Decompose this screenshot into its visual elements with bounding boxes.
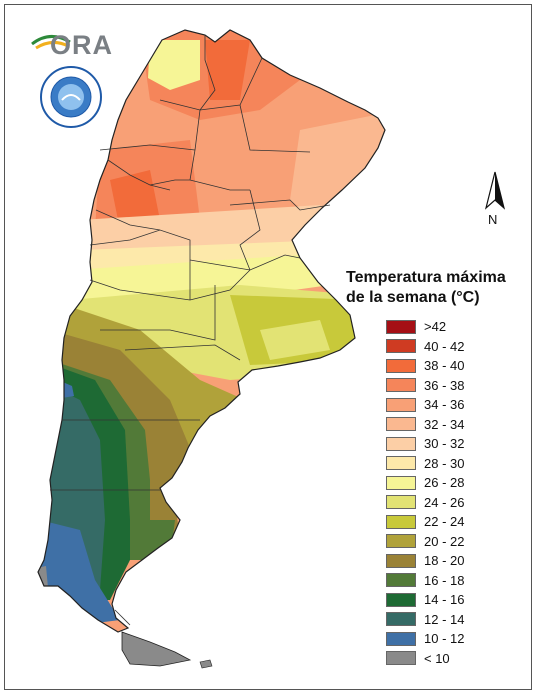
- legend-label: 18 - 20: [424, 553, 465, 569]
- legend: >42 40 - 42 38 - 40 36 - 38 34 - 36 32 - 34 30…: [386, 317, 464, 668]
- legend-label: 20 - 22: [424, 533, 465, 549]
- legend-swatch: [386, 573, 416, 588]
- legend-label: 34 - 36: [424, 397, 465, 413]
- legend-label: 16 - 18: [424, 572, 465, 588]
- legend-item: 26 - 28: [386, 473, 464, 493]
- tierra-del-fuego: [121, 631, 192, 667]
- legend-label: 26 - 28: [424, 475, 465, 491]
- legend-item: 22 - 24: [386, 512, 464, 532]
- legend-swatch: [386, 436, 416, 451]
- smn-seal-logo: [40, 66, 102, 128]
- province-borders: [50, 35, 331, 626]
- legend-swatch: [386, 514, 416, 529]
- legend-label: 36 - 38: [424, 377, 465, 393]
- legend-swatch: [386, 319, 416, 334]
- legend-label: >42: [424, 319, 447, 335]
- legend-swatch: [386, 553, 416, 568]
- legend-item: 18 - 20: [386, 551, 464, 571]
- legend-item: 34 - 36: [386, 395, 464, 415]
- legend-swatch: [386, 612, 416, 627]
- legend-item: 28 - 30: [386, 454, 464, 474]
- legend-item: 30 - 32: [386, 434, 464, 454]
- legend-label: 22 - 24: [424, 514, 465, 530]
- legend-title-line1: Temperatura máxima: [346, 269, 506, 286]
- legend-swatch: [386, 397, 416, 412]
- legend-label: 10 - 12: [424, 631, 465, 647]
- legend-item: < 10: [386, 649, 464, 669]
- legend-swatch: [386, 534, 416, 549]
- legend-swatch: [386, 358, 416, 373]
- legend-item: 36 - 38: [386, 376, 464, 396]
- legend-item: 24 - 26: [386, 493, 464, 513]
- legend-label: 24 - 26: [424, 494, 465, 510]
- legend-swatch: [386, 651, 416, 666]
- legend-item: 16 - 18: [386, 571, 464, 591]
- legend-item: 32 - 34: [386, 415, 464, 435]
- legend-swatch: [386, 417, 416, 432]
- legend-swatch: [386, 456, 416, 471]
- legend-label: 28 - 30: [424, 455, 465, 471]
- legend-swatch: [386, 475, 416, 490]
- legend-item: 38 - 40: [386, 356, 464, 376]
- legend-item: 12 - 14: [386, 610, 464, 630]
- north-label: N: [488, 212, 498, 227]
- legend-title-line2: de la semana (°C): [346, 289, 480, 306]
- legend-item: 10 - 12: [386, 629, 464, 649]
- legend-swatch: [386, 339, 416, 354]
- ora-logo: [31, 35, 71, 50]
- north-arrow-icon: [484, 171, 506, 210]
- legend-swatch: [386, 631, 416, 646]
- legend-label: 40 - 42: [424, 338, 465, 354]
- legend-label: < 10: [424, 650, 450, 666]
- legend-item: >42: [386, 317, 464, 337]
- island-shape: [199, 659, 213, 669]
- legend-item: 40 - 42: [386, 337, 464, 357]
- ora-logo-text: ORA: [50, 30, 113, 60]
- country-outline: [37, 29, 386, 633]
- legend-label: 12 - 14: [424, 611, 465, 627]
- legend-label: 30 - 32: [424, 436, 465, 452]
- legend-item: 14 - 16: [386, 590, 464, 610]
- legend-label: 38 - 40: [424, 358, 465, 374]
- map-frame: [4, 4, 532, 690]
- legend-label: 32 - 34: [424, 416, 465, 432]
- legend-label: 14 - 16: [424, 592, 465, 608]
- legend-swatch: [386, 495, 416, 510]
- legend-item: 20 - 22: [386, 532, 464, 552]
- legend-title: Temperatura máxima de la semana (°C): [346, 268, 536, 308]
- legend-swatch: [386, 378, 416, 393]
- legend-swatch: [386, 592, 416, 607]
